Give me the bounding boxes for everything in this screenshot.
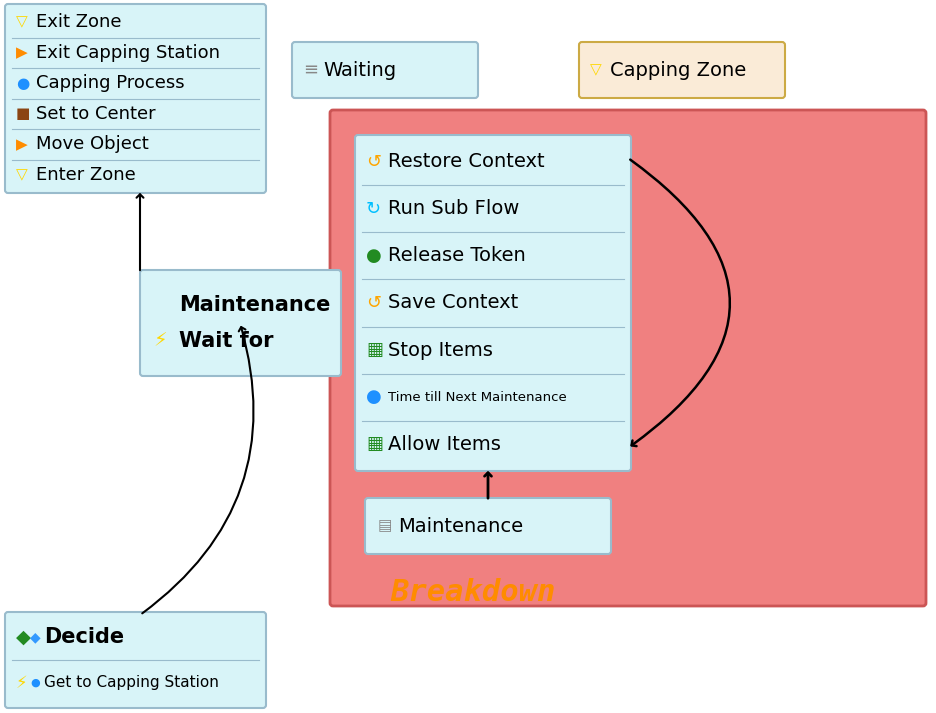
Text: Wait for: Wait for [179,331,273,351]
FancyBboxPatch shape [330,110,926,606]
Text: ◆: ◆ [16,627,31,647]
Text: Save Context: Save Context [388,294,519,312]
Text: ↺: ↺ [366,153,381,170]
Text: ▽: ▽ [16,15,28,30]
FancyBboxPatch shape [365,498,611,554]
Text: Restore Context: Restore Context [388,152,545,171]
Text: Exit Zone: Exit Zone [36,14,122,31]
Text: ◆: ◆ [30,630,40,644]
Text: ▽: ▽ [16,168,28,183]
Text: Allow Items: Allow Items [388,435,501,454]
FancyBboxPatch shape [355,135,631,471]
Text: ●: ● [30,678,39,688]
Text: Decide: Decide [44,627,124,647]
Text: ↻: ↻ [366,200,381,217]
Text: ●: ● [366,247,382,265]
FancyBboxPatch shape [5,4,266,193]
Text: Exit Capping Station: Exit Capping Station [36,43,220,62]
Text: ⚡: ⚡ [153,332,167,351]
Text: Enter Zone: Enter Zone [36,165,136,184]
Text: Maintenance: Maintenance [398,516,523,535]
Text: Get to Capping Station: Get to Capping Station [44,675,219,690]
Text: ▶: ▶ [16,137,28,152]
Text: ⚡: ⚡ [16,674,28,692]
Text: ≡: ≡ [303,61,318,79]
Text: Waiting: Waiting [323,61,396,80]
Text: Breakdown: Breakdown [390,578,555,607]
Text: Release Token: Release Token [388,247,526,265]
Text: Capping Zone: Capping Zone [610,61,746,80]
FancyBboxPatch shape [5,612,266,708]
Text: ■: ■ [16,106,30,121]
Text: Time till Next Maintenance: Time till Next Maintenance [388,391,567,404]
Text: ●: ● [16,76,29,91]
Text: ▤: ▤ [378,518,392,533]
Text: Stop Items: Stop Items [388,341,493,359]
Text: ▽: ▽ [590,63,602,78]
FancyBboxPatch shape [579,42,785,98]
Text: Run Sub Flow: Run Sub Flow [388,199,519,218]
Text: ●: ● [366,389,382,406]
Text: Maintenance: Maintenance [179,295,330,315]
FancyBboxPatch shape [140,270,341,376]
Text: Capping Process: Capping Process [36,74,184,92]
Text: ↺: ↺ [366,294,381,312]
Text: Set to Center: Set to Center [36,105,155,123]
Text: ▶: ▶ [16,45,28,61]
Text: Move Object: Move Object [36,135,149,153]
Text: ▦: ▦ [366,341,383,359]
FancyBboxPatch shape [292,42,478,98]
Text: ▦: ▦ [366,436,383,453]
